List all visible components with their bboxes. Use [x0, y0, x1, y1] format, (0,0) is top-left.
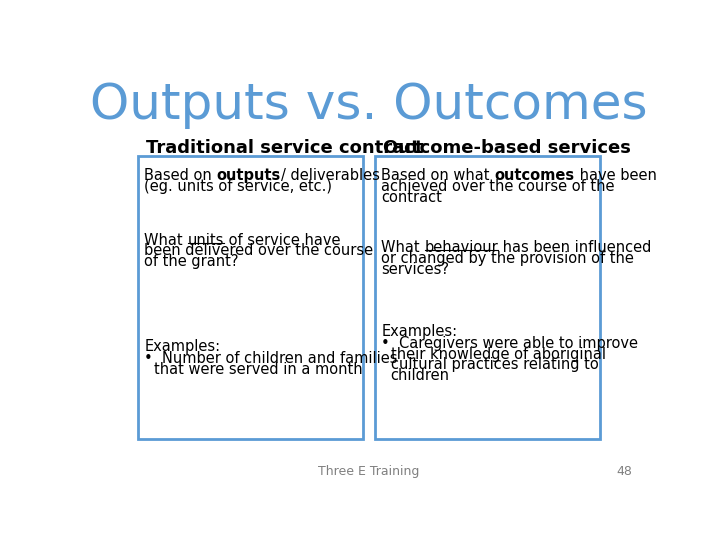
Text: has been influenced: has been influenced — [498, 240, 652, 255]
Text: cultural practices relating to: cultural practices relating to — [391, 357, 598, 373]
Text: children: children — [391, 368, 450, 383]
Text: outputs: outputs — [217, 168, 281, 183]
Text: of service have: of service have — [224, 233, 341, 248]
Text: / deliverables: / deliverables — [281, 168, 379, 183]
Text: Examples:: Examples: — [144, 339, 220, 354]
Text: that were served in a month: that were served in a month — [153, 362, 362, 377]
Text: Outcome-based services: Outcome-based services — [383, 139, 631, 157]
Text: achieved over the course of the: achieved over the course of the — [382, 179, 615, 194]
Text: services?: services? — [382, 262, 449, 277]
Text: What: What — [382, 240, 425, 255]
Text: Three E Training: Three E Training — [318, 465, 420, 478]
Text: or changed by the provision of the: or changed by the provision of the — [382, 251, 634, 266]
Text: (eg. units of service, etc.): (eg. units of service, etc.) — [144, 179, 332, 194]
Text: Outputs vs. Outcomes: Outputs vs. Outcomes — [90, 81, 648, 129]
Text: their knowledge of aboriginal: their knowledge of aboriginal — [391, 347, 606, 362]
Text: Based on: Based on — [144, 168, 217, 183]
Text: been delivered over the course: been delivered over the course — [144, 244, 374, 259]
Text: behaviour: behaviour — [425, 240, 498, 255]
Text: 48: 48 — [617, 465, 633, 478]
Text: •  Number of children and families: • Number of children and families — [144, 351, 397, 366]
FancyBboxPatch shape — [138, 156, 363, 439]
Text: Examples:: Examples: — [382, 323, 457, 339]
FancyBboxPatch shape — [375, 156, 600, 439]
Text: What: What — [144, 233, 187, 248]
Text: •  Caregivers were able to improve: • Caregivers were able to improve — [382, 336, 639, 351]
Text: Traditional service contract: Traditional service contract — [145, 139, 423, 157]
Text: contract: contract — [382, 190, 442, 205]
Text: outcomes: outcomes — [495, 168, 575, 183]
Text: have been: have been — [575, 168, 657, 183]
Text: Based on what: Based on what — [382, 168, 495, 183]
Text: units: units — [187, 233, 224, 248]
Text: of the grant?: of the grant? — [144, 254, 239, 269]
